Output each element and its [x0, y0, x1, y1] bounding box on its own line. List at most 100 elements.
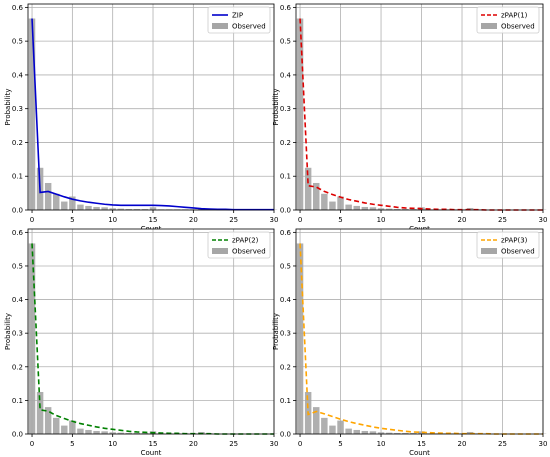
plot-area	[296, 229, 543, 434]
x-tick-label: 25	[498, 216, 507, 224]
chart-panel-4: 0 5 10 15 20 25 300.00.10.20.30.40.50.6CountPr…	[272, 228, 547, 457]
x-tick-label: 5	[70, 440, 74, 448]
observed-bar	[393, 432, 401, 434]
legend-label: Observed	[501, 23, 535, 31]
x-tick-label: 10	[108, 440, 117, 448]
observed-bar	[53, 193, 60, 210]
observed-bar	[369, 207, 377, 210]
observed-bar	[402, 208, 409, 210]
x-tick-label: 20	[189, 216, 198, 224]
y-tick-label: 0.0	[280, 207, 291, 215]
legend-label: Observed	[501, 248, 535, 256]
observed-bar	[337, 196, 344, 210]
y-axis-label: Probability	[272, 313, 280, 350]
x-tick-label: 20	[458, 440, 467, 448]
y-tick-label: 0.6	[12, 229, 24, 237]
legend-label: zPAP(1)	[501, 12, 528, 20]
observed-bar	[85, 205, 92, 210]
x-tick-label: 10	[377, 440, 386, 448]
observed-bar	[410, 432, 417, 434]
x-tick-label: 0	[30, 216, 34, 224]
observed-bar	[93, 430, 100, 434]
observed-bar	[361, 430, 369, 434]
plot-area	[28, 229, 274, 434]
observed-bar	[321, 417, 328, 434]
observed-bar	[329, 425, 336, 434]
x-tick-label: 15	[149, 440, 158, 448]
legend-label: zPAP(3)	[501, 237, 528, 245]
x-tick-label: 20	[458, 216, 467, 224]
observed-bar	[69, 420, 76, 434]
y-tick-label: 0.5	[280, 262, 291, 270]
observed-bar	[101, 431, 108, 434]
observed-bar	[369, 431, 377, 434]
observed-bar	[44, 407, 52, 434]
observed-bar	[337, 420, 344, 434]
legend: ZIP Observed	[207, 6, 271, 34]
legend-label: zPAP(2)	[232, 237, 259, 245]
x-tick-label: 5	[338, 440, 342, 448]
observed-bar	[125, 208, 133, 210]
y-tick-label: 0.3	[12, 105, 23, 113]
y-tick-label: 0.6	[12, 4, 24, 12]
y-axis-label: Probability	[4, 88, 12, 125]
observed-bar	[377, 432, 385, 434]
legend: zPAP(3) Observed	[476, 231, 540, 259]
y-tick-label: 0.1	[12, 173, 23, 181]
observed-bar	[141, 208, 149, 210]
x-tick-label: 20	[189, 440, 198, 448]
y-axis-label: Probability	[4, 313, 12, 350]
x-tick-label: 0	[298, 216, 302, 224]
y-tick-label: 0.6	[280, 229, 292, 237]
legend: zPAP(1) Observed	[476, 6, 540, 34]
y-tick-label: 0.0	[280, 431, 291, 439]
y-tick-label: 0.2	[280, 363, 291, 371]
observed-bar	[329, 201, 336, 210]
x-axis-label: Count	[409, 449, 430, 457]
plot-area	[296, 4, 543, 210]
observed-bar	[77, 428, 84, 434]
observed-bar	[345, 428, 352, 434]
plot-area	[28, 4, 274, 210]
x-tick-label: 30	[270, 216, 279, 224]
observed-bar	[296, 18, 304, 210]
observed-bar	[385, 208, 393, 210]
legend-bar-swatch	[212, 23, 228, 29]
x-tick-label: 25	[498, 440, 507, 448]
chart-panel-1: 0510152025300.00.10.20.30.40.50.6CountPr…	[4, 3, 279, 233]
x-axis-label: Count	[141, 449, 162, 457]
y-tick-label: 0.3	[12, 330, 23, 338]
observed-bar	[117, 432, 124, 434]
x-tick-label: 30	[270, 440, 279, 448]
y-tick-label: 0.0	[12, 207, 23, 215]
axes-frame	[295, 228, 544, 435]
x-tick-label: 10	[377, 216, 386, 224]
y-tick-label: 0.5	[12, 262, 23, 270]
observed-bar	[85, 429, 92, 434]
y-tick-label: 0.2	[12, 139, 23, 147]
observed-bar	[353, 429, 360, 434]
observed-bar	[69, 196, 76, 210]
observed-bar	[410, 208, 417, 210]
legend-label: Observed	[232, 23, 266, 31]
observed-bar	[44, 182, 52, 210]
x-tick-label: 0	[298, 440, 302, 448]
observed-bar	[109, 432, 116, 434]
observed-bar	[53, 417, 60, 434]
observed-bar	[61, 425, 68, 434]
legend-bar-swatch	[481, 23, 497, 29]
x-tick-label: 15	[417, 216, 426, 224]
y-tick-label: 0.1	[280, 173, 291, 181]
y-tick-label: 0.5	[12, 38, 23, 46]
axes-frame	[27, 3, 275, 211]
y-tick-label: 0.5	[280, 38, 291, 46]
x-tick-label: 5	[338, 216, 342, 224]
legend-label: ZIP	[232, 12, 243, 20]
observed-bar	[77, 204, 84, 210]
y-tick-label: 0.4	[12, 296, 24, 304]
observed-bar	[313, 407, 320, 434]
y-tick-label: 0.2	[280, 139, 291, 147]
observed-bar	[133, 432, 141, 434]
y-tick-label: 0.6	[280, 4, 292, 12]
